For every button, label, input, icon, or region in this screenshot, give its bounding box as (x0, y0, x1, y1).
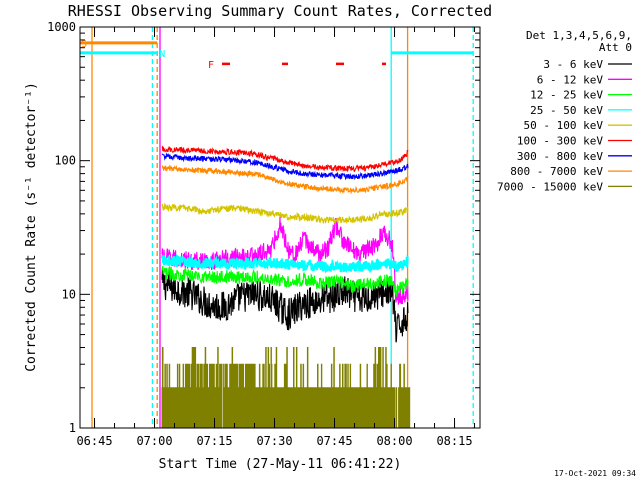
series-50-100kev (161, 202, 409, 224)
legend-entry-label: 6 - 12 keV (537, 73, 604, 86)
flare-label: F (208, 60, 214, 71)
x-tick-label: 06:45 (76, 434, 112, 448)
legend-entry-label: 800 - 7000 keV (510, 165, 603, 178)
y-tick-label: 100 (54, 154, 76, 168)
legend-header: Det 1,3,4,5,6,9, (526, 29, 632, 42)
state-label-S: S (81, 39, 87, 50)
x-tick-label: 07:30 (256, 434, 292, 448)
legend-entry-label: 25 - 50 keV (530, 104, 603, 117)
x-tick-label: 07:15 (196, 434, 232, 448)
legend-entry-label: 7000 - 15000 keV (497, 180, 603, 193)
plot-frame (79, 26, 481, 429)
y-tick-label: 1 (69, 421, 76, 435)
y-tick-label: 10 (62, 287, 76, 301)
legend-entry-label: 100 - 300 keV (517, 135, 603, 148)
series-300-800kev (161, 152, 409, 181)
x-tick-label: 08:00 (376, 434, 412, 448)
series-7000-15000-kev (161, 347, 411, 429)
legend-header: Att 0 (599, 41, 632, 54)
legend-entry-label: 300 - 800 keV (517, 150, 603, 163)
y-axis-label: Corrected Count Rate (s⁻¹ detector⁻¹) (24, 82, 39, 372)
series-25-50kev (160, 253, 409, 274)
series-100-300kev (161, 145, 409, 173)
timestamp: 17-Oct-2021 09:34 (554, 469, 636, 478)
state-label-N-before: N (159, 49, 165, 60)
chart-title: RHESSI Observing Summary Count Rates, Co… (68, 2, 492, 20)
series-6-12kev (161, 216, 409, 305)
x-axis-label: Start Time (27-May-11 06:41:22) (159, 457, 402, 472)
axes: 1 10 100 1000 06:45 07:00 07:15 07:30 07:45 08:00… (47, 20, 481, 448)
legend-entry-label: 3 - 6 keV (543, 58, 603, 71)
x-tick-label: 07:45 (316, 434, 352, 448)
series-800-7000kev (161, 164, 409, 195)
x-tick-label: 07:00 (136, 434, 172, 448)
series-3-6kev (161, 268, 409, 343)
x-tick-label: 08:15 (436, 434, 472, 448)
legend: Det 1,3,4,5,6,9,Att 0 3 - 6 keV 6 - 12 keV… (497, 29, 632, 193)
legend-entry-label: 50 - 100 keV (524, 119, 604, 132)
series-12-25kev (161, 265, 409, 297)
y-tick-label: 1000 (47, 20, 76, 34)
legend-entry-label: 12 - 25 keV (530, 89, 603, 102)
plot-area: S N F (80, 27, 474, 429)
